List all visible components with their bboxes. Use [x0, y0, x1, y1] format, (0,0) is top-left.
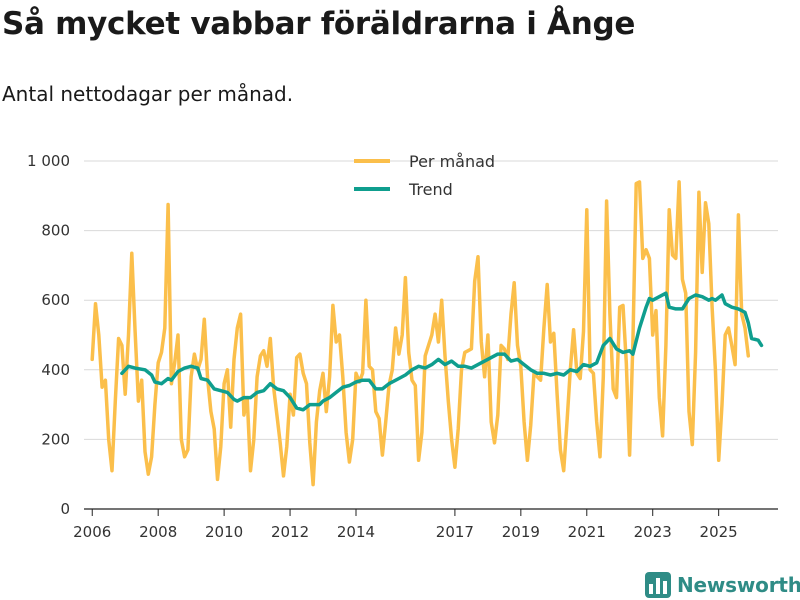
y-axis-labels: 0 200 400 600 800 1 000: [27, 152, 70, 518]
x-tick-label: 2012: [271, 523, 309, 541]
legend-label: Per månad: [409, 152, 495, 171]
x-tick-label: 2021: [568, 523, 606, 541]
y-tick-label: 200: [41, 430, 70, 448]
x-tick-label: 2023: [634, 523, 672, 541]
y-tick-label: 0: [60, 500, 70, 518]
chart-subtitle: Antal nettodagar per månad.: [2, 82, 294, 106]
x-tick-label: 2014: [337, 523, 375, 541]
y-gridlines: [84, 160, 778, 510]
brand-logo: Newsworthy: [645, 571, 800, 599]
legend-label: Trend: [408, 180, 453, 199]
legend: Per månad Trend: [354, 152, 495, 199]
x-tick-label: 2008: [139, 523, 177, 541]
series-lines: [90, 180, 764, 487]
x-tick-label: 2010: [205, 523, 243, 541]
bar-chart-logo-icon: [645, 572, 671, 598]
x-tick-label: 2006: [73, 523, 111, 541]
trend-line: [120, 291, 764, 412]
x-axis: 2006 2008 2010 2012 2014 2017 2019 2021 2023 2025: [73, 509, 738, 541]
chart-title: Så mycket vabbar föräldrarna i Ånge: [2, 6, 636, 42]
x-tick-label: 2025: [700, 523, 738, 541]
y-tick-label: 800: [41, 222, 70, 240]
y-tick-label: 1 000: [27, 152, 70, 170]
y-tick-label: 600: [41, 291, 70, 309]
x-tick-label: 2017: [436, 523, 474, 541]
x-tick-label: 2019: [502, 523, 540, 541]
per-manad-line: [90, 180, 751, 487]
brand-name: Newsworthy: [677, 573, 800, 597]
y-tick-label: 400: [41, 361, 70, 379]
